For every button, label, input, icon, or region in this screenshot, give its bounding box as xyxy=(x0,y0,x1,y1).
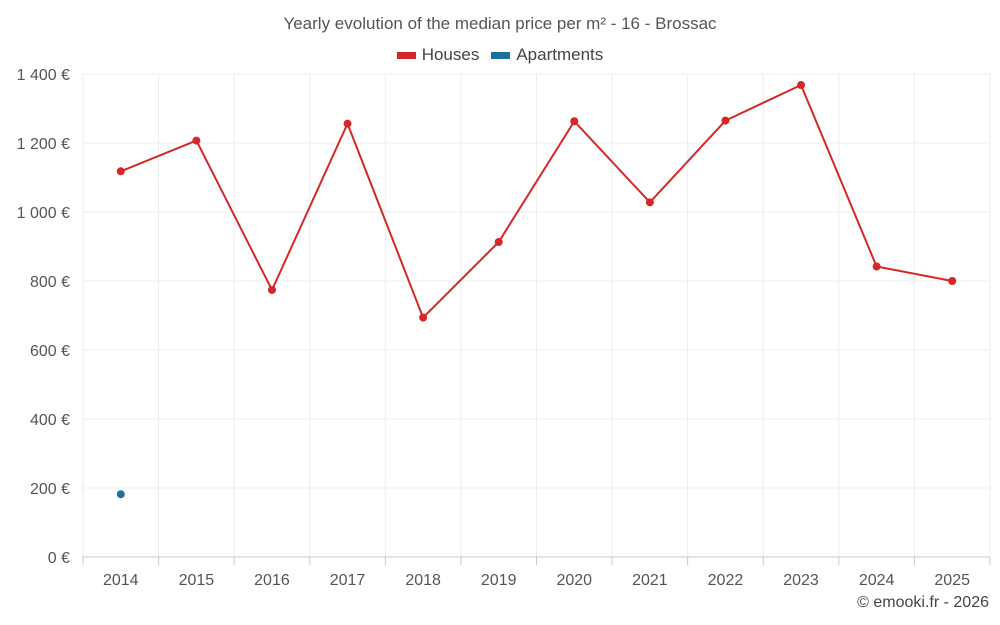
x-tick-label: 2017 xyxy=(330,572,366,589)
series-layer xyxy=(116,81,957,499)
x-axis-ticks: 2014 2015 2016 2017 2018 2019 2020 2021 2022 2023… xyxy=(103,572,970,589)
data-point xyxy=(116,167,125,176)
legend-swatch-apartments xyxy=(491,51,511,59)
grid xyxy=(82,73,991,557)
y-tick-label: 200 € xyxy=(30,481,70,498)
series-houses xyxy=(116,81,957,322)
y-tick-label: 1 200 € xyxy=(17,136,70,153)
x-tick-label: 2019 xyxy=(481,572,517,589)
x-tick-label: 2018 xyxy=(405,572,441,589)
legend-label-houses: Houses xyxy=(421,45,480,64)
x-tick-label: 2021 xyxy=(632,572,668,589)
legend-item-houses[interactable]: Houses xyxy=(396,45,480,65)
legend-item-apartments[interactable]: Apartments xyxy=(491,45,603,65)
data-point xyxy=(872,262,881,271)
x-tick-label: 2014 xyxy=(103,572,139,589)
credit-text: © emooki.fr - 2026 xyxy=(857,594,989,611)
data-point xyxy=(948,277,957,285)
y-tick-label: 0 € xyxy=(48,550,70,567)
x-tick-label: 2023 xyxy=(783,572,819,589)
series-line xyxy=(120,84,953,319)
chart-title: Yearly evolution of the median price per… xyxy=(283,14,717,33)
x-tick-label: 2025 xyxy=(934,572,970,589)
y-tick-label: 1 400 € xyxy=(17,67,70,84)
series-apartments xyxy=(116,490,125,499)
data-point xyxy=(797,81,806,90)
data-point xyxy=(721,116,730,125)
y-axis-ticks: 0 € 200 € 400 € 600 € 800 € 1 000 € 1 200 € 1 4… xyxy=(17,67,70,567)
y-tick-label: 400 € xyxy=(30,412,70,429)
legend-swatch-houses xyxy=(396,51,416,59)
x-tick-label: 2024 xyxy=(859,572,895,589)
data-point xyxy=(343,119,352,128)
x-tick-label: 2020 xyxy=(556,572,592,589)
data-point xyxy=(116,490,125,499)
legend-label-apartments: Apartments xyxy=(516,45,604,64)
data-point xyxy=(494,238,503,247)
data-point xyxy=(267,285,276,294)
legend: Houses Apartments xyxy=(0,45,1000,65)
data-point xyxy=(645,198,654,207)
x-tick-label: 2022 xyxy=(708,572,744,589)
y-tick-label: 800 € xyxy=(30,274,70,291)
data-point xyxy=(192,136,201,145)
x-tick-label: 2015 xyxy=(179,572,215,589)
y-tick-label: 600 € xyxy=(30,343,70,360)
axes xyxy=(82,556,991,565)
data-point xyxy=(419,313,428,322)
data-point xyxy=(570,117,579,126)
x-tick-label: 2016 xyxy=(254,572,290,589)
y-tick-label: 1 000 € xyxy=(17,205,70,222)
